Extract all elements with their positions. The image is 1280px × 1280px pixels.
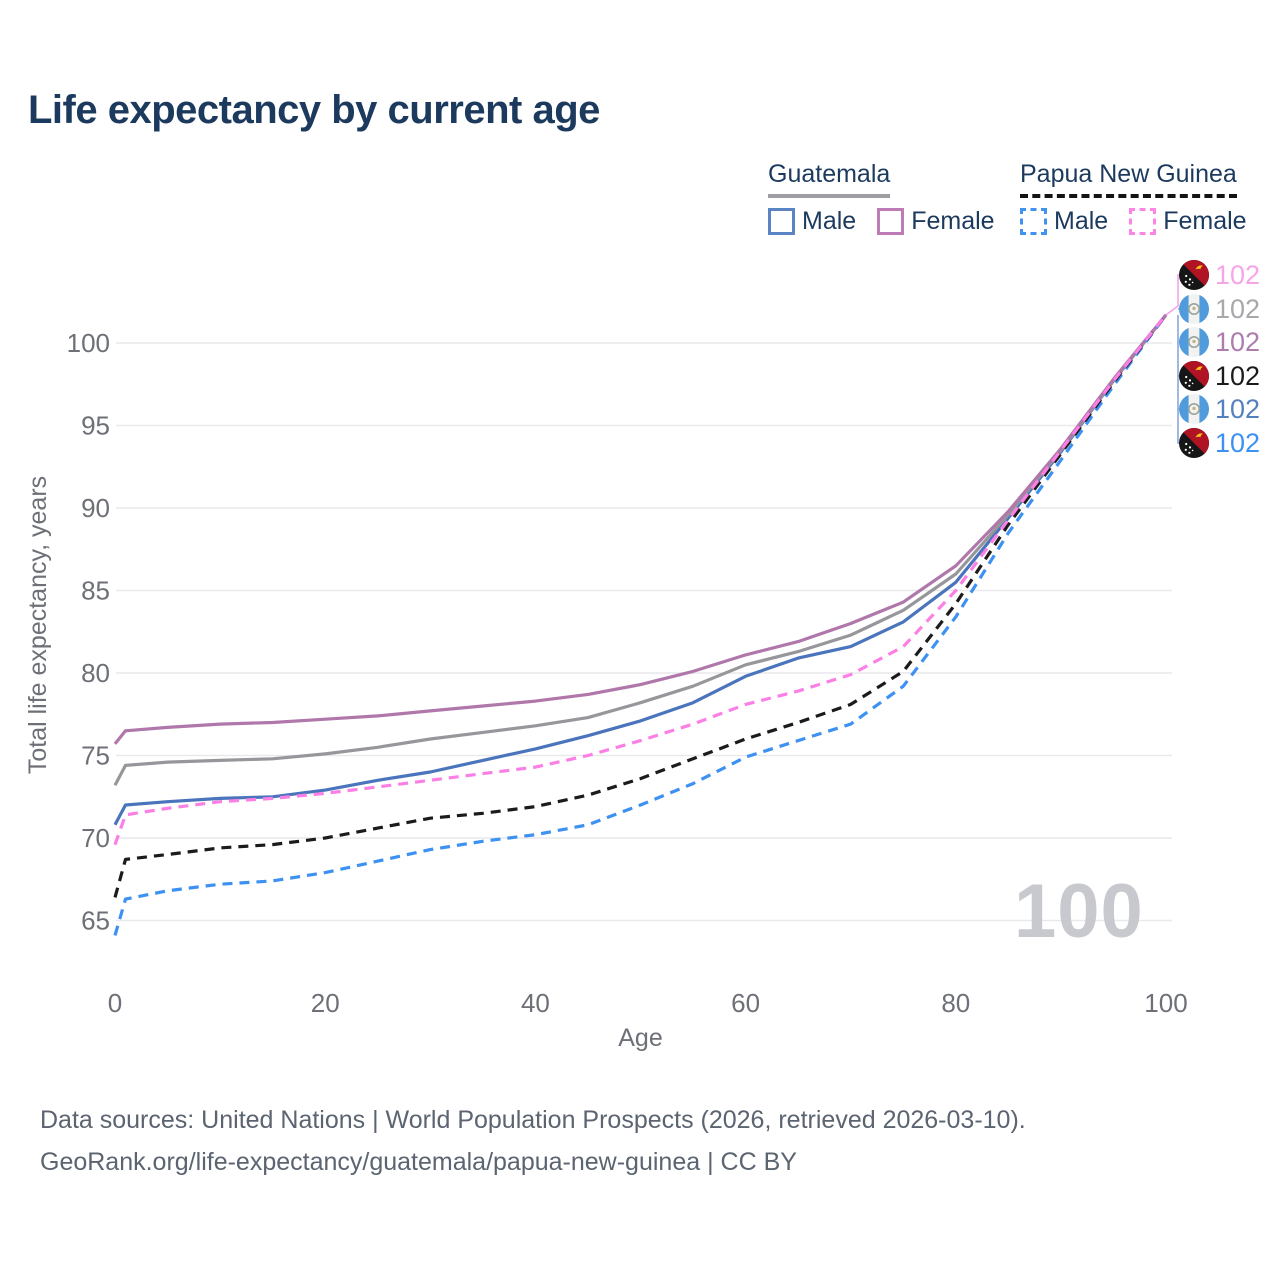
page-title: Life expectancy by current age — [28, 88, 600, 132]
x-tick-80: 80 — [941, 988, 970, 1018]
y-tick-65: 65 — [81, 906, 110, 936]
end-label-papua-new-guinea-female: 102 — [1179, 258, 1260, 292]
legend-item-png-female[interactable]: Female — [1129, 207, 1247, 236]
end-value: 102 — [1215, 294, 1261, 324]
x-tick-20: 20 — [311, 988, 340, 1018]
y-tick-85: 85 — [81, 576, 110, 606]
series-line-guatemala-male[interactable] — [113, 313, 1168, 826]
footer-data-sources: Data sources: United Nations | World Pop… — [40, 1106, 1026, 1134]
end-value: 102 — [1215, 361, 1261, 391]
legend-swatch-png-female — [1129, 208, 1157, 235]
end-value: 102 — [1215, 394, 1261, 424]
legend-label-png-female: Female — [1163, 207, 1247, 235]
legend-group-guatemala: Guatemala Male Female — [768, 160, 995, 236]
papua-new-guinea-flag-icon — [1179, 260, 1209, 290]
series-line-papua-new-guinea-both-sexes[interactable] — [113, 313, 1168, 898]
papua-new-guinea-flag-icon — [1179, 428, 1209, 458]
end-label-papua-new-guinea-male: 102 — [1179, 426, 1260, 460]
y-tick-100: 100 — [67, 328, 110, 358]
series-line-papua-new-guinea-female[interactable] — [113, 313, 1168, 846]
legend-swatch-guatemala-male — [768, 208, 795, 235]
footer-attribution: GeoRank.org/life-expectancy/guatemala/pa… — [40, 1148, 797, 1176]
legend-label-guatemala-male: Male — [802, 207, 857, 235]
x-tick-0: 0 — [108, 988, 122, 1018]
end-label-guatemala-male: 102 — [1179, 392, 1260, 426]
x-tick-40: 40 — [521, 988, 550, 1018]
y-axis-label: Total life expectancy, years — [24, 476, 52, 774]
end-value: 102 — [1215, 428, 1261, 458]
series-line-guatemala-both-sexes[interactable] — [113, 313, 1168, 786]
legend-label-guatemala-female: Female — [911, 207, 995, 235]
legend-swatch-guatemala-female — [877, 208, 905, 235]
end-value: 102 — [1215, 327, 1261, 357]
legend-group-papua-new-guinea: Papua New Guinea Male Female — [1020, 160, 1247, 236]
legend-item-guatemala-female[interactable]: Female — [877, 207, 995, 236]
x-tick-60: 60 — [731, 988, 760, 1018]
guatemala-flag-icon — [1179, 294, 1209, 324]
end-label-guatemala-both-sexes: 102 — [1179, 292, 1260, 326]
guatemala-flag-icon — [1179, 394, 1209, 424]
y-tick-70: 70 — [81, 823, 110, 853]
legend-item-guatemala-male[interactable]: Male — [768, 207, 856, 236]
end-label-papua-new-guinea-both-sexes: 102 — [1179, 359, 1260, 393]
legend-swatch-png-male — [1020, 208, 1047, 235]
series-line-guatemala-female[interactable] — [113, 313, 1168, 745]
guatemala-flag-icon — [1179, 327, 1209, 357]
x-axis-label: Age — [618, 1024, 662, 1052]
x-tick-100: 100 — [1144, 988, 1187, 1018]
legend-country-guatemala[interactable]: Guatemala — [768, 160, 891, 198]
legend-country-papua-new-guinea[interactable]: Papua New Guinea — [1020, 160, 1237, 198]
papua-new-guinea-flag-icon — [1179, 361, 1209, 391]
y-tick-75: 75 — [81, 741, 110, 771]
y-tick-95: 95 — [81, 411, 110, 441]
line-chart: 65 70 75 80 85 90 95 100 0 20 40 60 80 100 Age Total li… — [24, 274, 1188, 1052]
series-line-papua-new-guinea-male[interactable] — [113, 313, 1168, 936]
age-watermark: 100 — [1014, 869, 1144, 954]
y-tick-80: 80 — [81, 658, 110, 688]
end-value: 102 — [1215, 260, 1261, 290]
y-tick-90: 90 — [81, 493, 110, 523]
legend-label-png-male: Male — [1054, 207, 1109, 235]
end-label-guatemala-female: 102 — [1179, 325, 1260, 359]
legend-item-png-male[interactable]: Male — [1020, 207, 1108, 236]
